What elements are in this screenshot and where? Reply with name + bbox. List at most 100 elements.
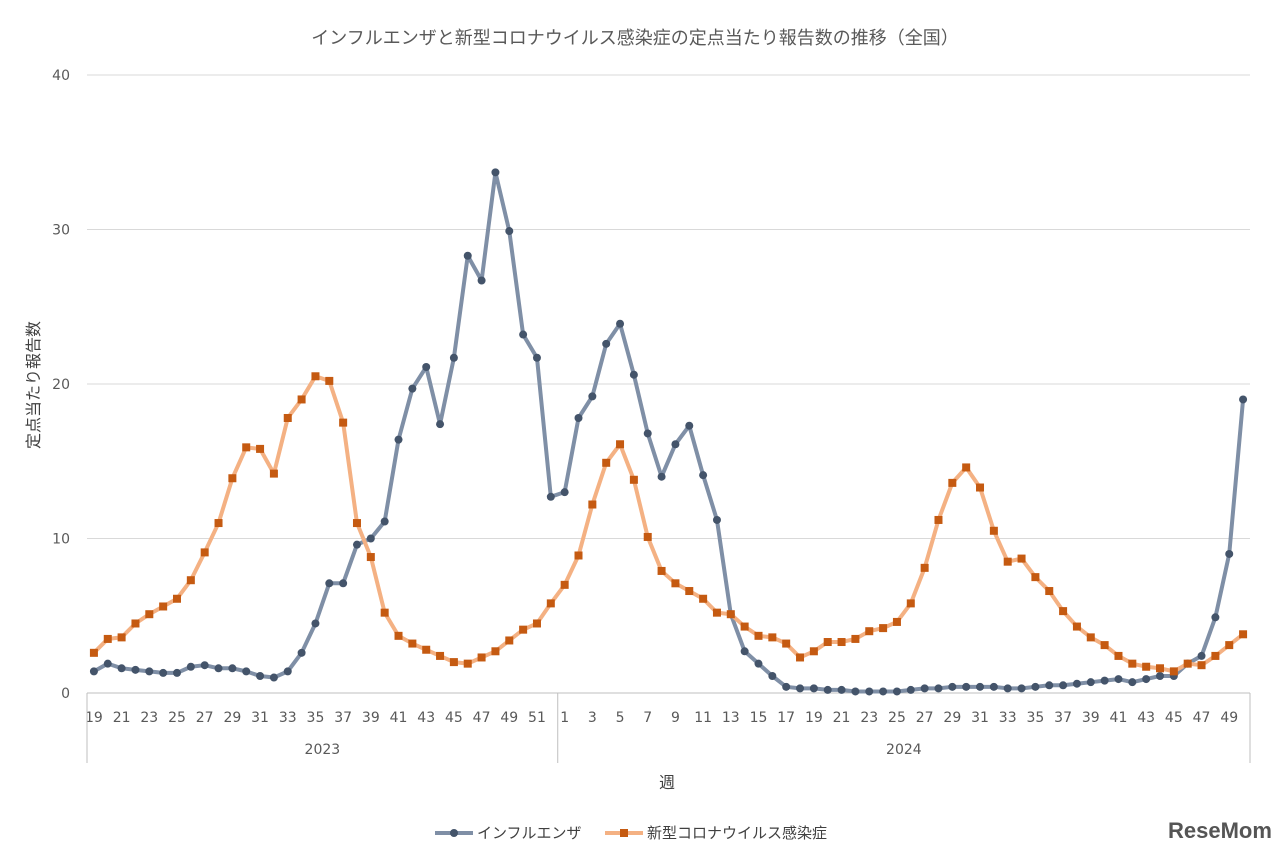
data-point <box>380 517 389 526</box>
y-axis-ticks: 0 10 20 30 40 <box>52 68 70 702</box>
chart-title: インフルエンザと新型コロナウイルス感染症の定点当たり報告数の推移（全国） <box>311 28 958 49</box>
data-point <box>809 647 818 656</box>
data-point <box>948 682 957 691</box>
data-point <box>186 576 195 585</box>
resemom-logo: ReseMom <box>1168 818 1272 843</box>
data-point <box>117 633 126 642</box>
data-point <box>422 645 431 654</box>
x-tick-label: 43 <box>417 710 435 726</box>
data-point <box>1086 678 1095 687</box>
legend: インフルエンザ 新型コロナウイルス感染症 <box>435 824 827 842</box>
data-point <box>865 627 874 636</box>
x-tick-label: 37 <box>1054 710 1072 726</box>
data-point <box>892 687 901 696</box>
x-tick-label: 27 <box>916 710 934 726</box>
data-point <box>1072 622 1081 631</box>
data-point <box>463 659 472 668</box>
data-point <box>228 664 237 673</box>
data-point <box>1142 675 1151 684</box>
x-tick-label: 45 <box>445 710 463 726</box>
data-point <box>297 395 306 404</box>
data-point <box>145 667 154 676</box>
data-point <box>989 526 998 535</box>
data-point <box>505 227 514 236</box>
data-point <box>1031 682 1040 691</box>
y-tick-label: 40 <box>52 68 70 84</box>
data-point <box>823 685 832 694</box>
legend-label: 新型コロナウイルス感染症 <box>647 824 827 842</box>
data-point <box>131 619 140 628</box>
x-tick-label: 27 <box>196 710 214 726</box>
x-tick-label: 9 <box>671 710 680 726</box>
y-tick-label: 10 <box>52 532 70 548</box>
x-tick-label: 47 <box>473 710 491 726</box>
data-point <box>214 519 223 528</box>
data-point <box>851 687 860 696</box>
data-point <box>1114 675 1123 684</box>
data-point <box>740 647 749 656</box>
data-point <box>532 619 541 628</box>
series-2 <box>89 372 1248 676</box>
data-point <box>200 548 209 557</box>
data-point <box>588 500 597 509</box>
data-point <box>89 667 98 676</box>
data-point <box>879 624 888 633</box>
data-point <box>159 602 168 611</box>
x-tick-label: 41 <box>390 710 408 726</box>
data-point <box>339 418 348 427</box>
data-point <box>1017 554 1026 563</box>
data-point <box>879 687 888 696</box>
data-point <box>339 579 348 588</box>
x-tick-label: 29 <box>943 710 961 726</box>
data-point <box>1156 672 1165 681</box>
x-tick-label: 15 <box>750 710 768 726</box>
data-point <box>1045 587 1054 596</box>
data-point <box>1100 641 1109 650</box>
data-point <box>408 639 417 648</box>
data-point <box>643 532 652 541</box>
data-point <box>366 553 375 562</box>
data-point <box>436 420 445 429</box>
x-tick-label: 35 <box>307 710 325 726</box>
data-point <box>588 392 597 401</box>
data-point <box>782 682 791 691</box>
data-point <box>1197 661 1206 670</box>
data-point <box>269 469 278 478</box>
data-point <box>1017 684 1026 693</box>
data-point <box>380 608 389 617</box>
x-axis-title: 週 <box>659 773 675 792</box>
x-tick-label: 45 <box>1165 710 1183 726</box>
x-tick-label: 21 <box>113 710 131 726</box>
data-point <box>422 363 431 372</box>
data-point <box>699 594 708 603</box>
data-point <box>574 551 583 560</box>
y-tick-label: 0 <box>61 686 70 702</box>
data-point <box>920 563 929 572</box>
data-point <box>574 413 583 422</box>
x-tick-label: 5 <box>616 710 625 726</box>
x-tick-label: 33 <box>999 710 1017 726</box>
y-tick-label: 20 <box>52 377 70 393</box>
data-point <box>768 672 777 681</box>
x-tick-label: 33 <box>279 710 297 726</box>
x-axis: 19 21 23 25 27 29 31 33 35 37 39 41 43 45 47 49 51 1 3 5 7 9 1… <box>85 692 1250 726</box>
data-point <box>892 617 901 626</box>
data-point <box>394 435 403 444</box>
data-point <box>782 639 791 648</box>
gridlines <box>87 74 1250 539</box>
data-point <box>1239 630 1248 639</box>
data-point <box>491 168 500 177</box>
data-point <box>1225 641 1234 650</box>
data-point <box>145 610 154 619</box>
data-point <box>1225 549 1234 558</box>
data-point <box>1156 664 1165 673</box>
data-point <box>796 684 805 693</box>
data-point <box>796 653 805 662</box>
year-label: 2023 <box>305 742 341 758</box>
data-point <box>172 668 181 677</box>
x-tick-label: 31 <box>251 710 269 726</box>
x-tick-label: 25 <box>168 710 186 726</box>
data-point <box>616 319 625 328</box>
data-point <box>602 458 611 467</box>
